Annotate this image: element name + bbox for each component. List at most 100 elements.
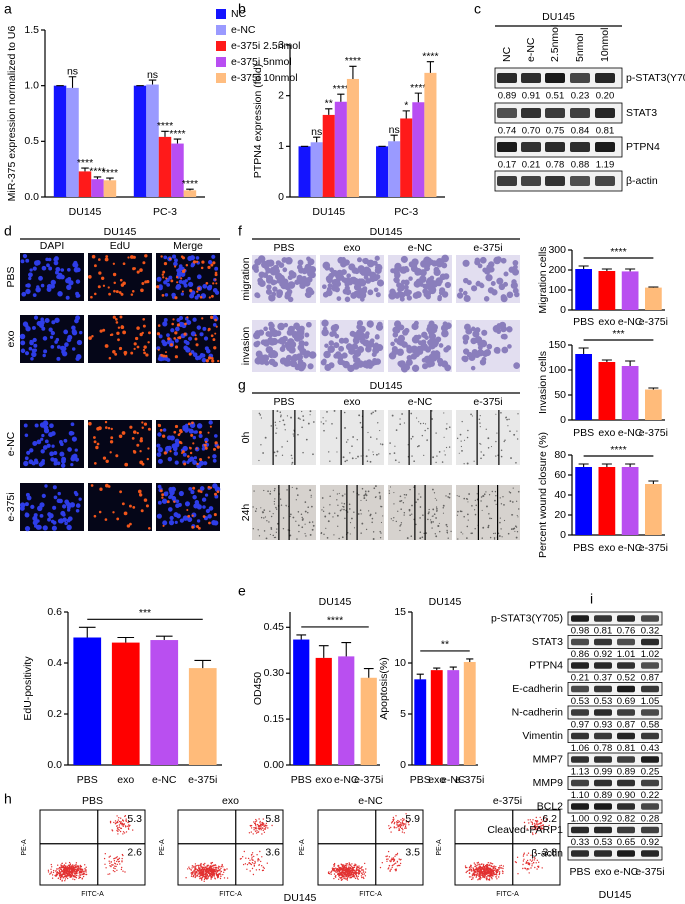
band: [641, 709, 659, 716]
quantification: 0.92: [641, 837, 660, 848]
band: [594, 850, 612, 857]
panel-footer: DU145: [599, 889, 632, 901]
y-axis-label: Invasion cells: [537, 351, 549, 414]
speckles: [456, 411, 519, 465]
quantification: 0.98: [571, 626, 590, 637]
y-tick-label: 20: [554, 509, 566, 521]
panel-title: DU145: [104, 226, 137, 238]
y-tick-label: 2: [278, 89, 284, 101]
significance-label: ****: [345, 55, 361, 67]
chart-title: DU145: [429, 596, 462, 608]
quantification: 0.87: [617, 720, 636, 731]
bar: [621, 366, 639, 420]
band: [497, 73, 517, 83]
column-label: PBS: [569, 866, 590, 878]
column-label: exo: [595, 866, 612, 878]
panel-label: b: [238, 1, 246, 17]
quantification: 0.51: [546, 91, 565, 102]
panel-label: f: [238, 223, 242, 239]
quantification: 0.25: [641, 767, 660, 778]
quadrant-percent: 5.9: [405, 813, 420, 825]
quantification: 0.89: [498, 91, 517, 102]
bar: [150, 640, 179, 765]
row-label: MMP7: [533, 753, 563, 765]
panel-label: g: [238, 377, 246, 393]
band: [595, 73, 615, 83]
bar: [412, 102, 425, 197]
panel-label: c: [474, 1, 481, 17]
panel-label: e: [238, 583, 246, 599]
quantification: 0.52: [617, 673, 636, 684]
quantification: 0.53: [594, 696, 613, 707]
bar: [103, 180, 117, 197]
error-bar: [402, 110, 410, 119]
band: [521, 73, 541, 83]
significance-label: ns: [389, 124, 400, 136]
blot-frame: [567, 635, 663, 649]
column-label: e-NC: [525, 37, 537, 62]
significance-label: ****: [327, 615, 343, 627]
column-label: e-375i: [473, 396, 502, 408]
band: [570, 73, 590, 83]
band: [571, 615, 589, 622]
bar: [463, 661, 476, 765]
bar: [575, 354, 592, 420]
band: [595, 108, 615, 118]
band: [521, 108, 541, 118]
band: [571, 803, 589, 810]
bar: [146, 84, 159, 197]
bar: [414, 679, 427, 765]
band: [570, 142, 590, 152]
speckles: [388, 486, 452, 540]
quantification: 0.22: [641, 790, 660, 801]
y-tick-label: 0.4: [47, 657, 62, 669]
band: [641, 638, 659, 646]
row-label: exo: [5, 330, 17, 347]
y-tick-label: 10: [394, 657, 406, 669]
cells: [388, 254, 452, 302]
x-tick-label: PBS: [573, 316, 594, 328]
column-label: NC: [501, 46, 513, 62]
row-label: STAT3: [532, 636, 563, 648]
band: [617, 803, 635, 810]
y-tick-label: 0.0: [24, 191, 39, 203]
blot-frame: [567, 752, 663, 767]
cells: [461, 321, 521, 371]
nuclei: [20, 253, 81, 300]
row-label: PBS: [5, 266, 17, 287]
y-tick-label: 0.15: [264, 713, 285, 725]
events: [47, 815, 134, 882]
blot-frame: [567, 846, 663, 861]
row-label: N-cadherin: [512, 706, 564, 718]
bar: [645, 484, 662, 535]
quantification: 0.21: [522, 160, 541, 171]
y-tick-label: 0: [560, 529, 566, 541]
bar: [598, 362, 616, 420]
events: [327, 813, 410, 882]
blot-frame: [567, 682, 663, 696]
y-axis-label: MiR-375 expression normalized to U6: [6, 26, 18, 202]
quantification: 0.17: [498, 160, 517, 171]
edu-signal: [156, 255, 218, 300]
band: [497, 142, 517, 152]
row-label: PTPN4: [529, 659, 563, 671]
y-tick-label: 0: [278, 191, 284, 203]
column-label: exo: [344, 396, 361, 408]
x-tick-label: DU145: [312, 206, 345, 218]
panel-title: DU145: [370, 380, 403, 392]
blot-frame: [567, 799, 663, 814]
speckles: [389, 410, 451, 464]
significance-label: ns: [147, 69, 158, 81]
quantification: 0.92: [594, 814, 613, 825]
band: [571, 850, 589, 857]
significance-label: ns: [311, 126, 322, 138]
column-label: PBS: [273, 396, 294, 408]
significance-label: *: [404, 100, 408, 112]
legend-swatch: [216, 73, 226, 83]
bar: [360, 677, 377, 765]
quantification: 0.75: [546, 126, 565, 137]
significance-label: ****: [89, 166, 105, 178]
band: [617, 779, 635, 787]
band: [641, 779, 659, 787]
quantification: 0.28: [641, 814, 660, 825]
